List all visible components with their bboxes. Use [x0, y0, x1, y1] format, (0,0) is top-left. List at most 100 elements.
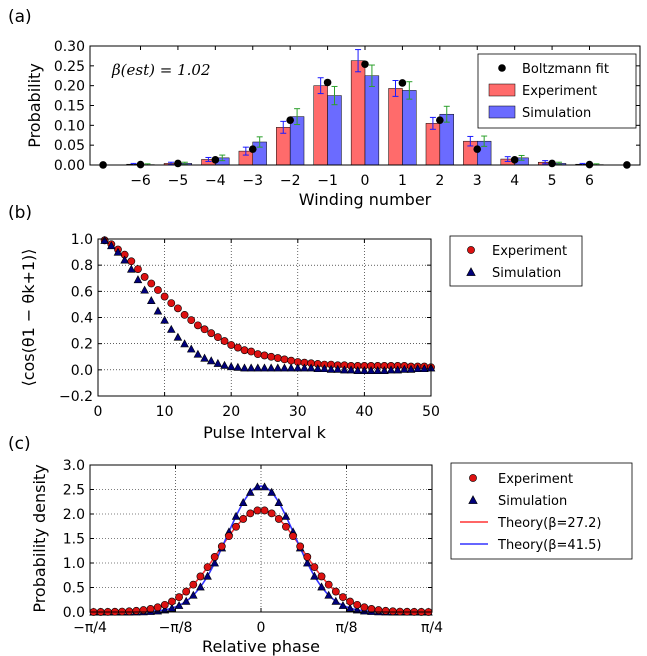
x-tick-label-a: 1 [398, 173, 407, 189]
simulation-point-c [338, 600, 348, 609]
simulation-point-c [303, 558, 312, 567]
experiment-point-c [274, 515, 283, 523]
x-tick-label-c: π/8 [335, 620, 357, 636]
legend-label-experiment-b: Experiment [492, 244, 567, 259]
simulation-point-b [306, 363, 316, 372]
simulation-point-b [340, 365, 349, 374]
x-tick-label-a: −2 [280, 173, 301, 189]
boltzmann-fit-point [286, 116, 294, 124]
experiment-point-c [339, 593, 347, 602]
legend-label-experiment-c: Experiment [498, 472, 573, 487]
experiment-point-c [267, 509, 276, 518]
legend-a: Boltzmann fit Experiment Simulation [477, 53, 637, 129]
simulation-point-c [167, 603, 177, 612]
experiment-point-c [225, 532, 233, 541]
legend-label-simulation-b: Simulation [492, 266, 561, 281]
boltzmann-fit-point [548, 159, 556, 168]
experiment-point-b [127, 257, 136, 266]
experiment-point-c [160, 600, 169, 609]
x-tick-label-b: 20 [222, 404, 240, 420]
simulation-point-b [233, 362, 243, 371]
experiment-point-b [160, 292, 169, 301]
experiment-point-c [239, 515, 248, 523]
x-tick-label-c: 0 [257, 620, 266, 636]
simulation-point-c [331, 596, 341, 605]
legend-swatch-boltzmann [498, 64, 506, 72]
simulation-point-c [189, 590, 198, 599]
legend-label-theory-27: Theory(β=27.2) [497, 516, 601, 531]
simulation-point-b [140, 285, 149, 294]
y-tick-label-a: 0.10 [54, 118, 85, 134]
simulation-point-c [324, 590, 333, 599]
x-tick-label-a: −4 [205, 173, 226, 189]
x-tick-label-b: 40 [355, 404, 373, 420]
simulation-point-b [420, 364, 429, 373]
boltzmann-fit-point [211, 156, 220, 164]
boltzmann-fit-point [473, 145, 482, 153]
boltzmann-fit-point [248, 145, 257, 153]
y-tick-label-b: 0.6 [71, 284, 93, 300]
x-tick-label-b: 0 [94, 404, 103, 420]
simulation-bar [402, 90, 417, 166]
experiment-point-c [189, 580, 198, 589]
y-tick-label-a: 0.25 [54, 59, 85, 75]
boltzmann-fit-point [510, 156, 519, 164]
panel-c-label: (c) [8, 434, 31, 454]
simulation-point-b [373, 366, 383, 375]
simulation-point-c [274, 498, 284, 506]
experiment-point-b [167, 299, 176, 308]
legend-box-c [450, 462, 633, 560]
experiment-point-c [346, 597, 354, 606]
experiment-point-c [196, 572, 205, 581]
simulation-bar [364, 75, 380, 166]
experiment-bar [388, 88, 403, 166]
x-tick-label-a: −1 [317, 173, 338, 189]
experiment-bar [350, 60, 366, 166]
simulation-point-b [240, 363, 249, 372]
experiment-point-c [182, 587, 191, 596]
experiment-bar [313, 85, 328, 166]
simulation-point-b [186, 344, 196, 353]
plot-frame-b [97, 238, 432, 397]
simulation-point-b [146, 296, 156, 305]
x-axis-label-a: Winding number [299, 190, 432, 209]
simulation-point-b [246, 363, 256, 372]
simulation-point-b [333, 364, 343, 373]
y-tick-label-c: 1.5 [63, 532, 85, 548]
x-axis-label-c: Relative phase [202, 637, 320, 656]
simulation-point-b [107, 241, 116, 250]
plot-frame-a [89, 45, 641, 166]
simulation-point-c [203, 571, 212, 580]
legend-swatch-experiment-b [467, 246, 475, 254]
simulation-point-c [352, 605, 362, 614]
simulation-point-c [196, 582, 205, 591]
experiment-point-b [193, 321, 202, 330]
legend-swatch-experiment-c [469, 474, 477, 482]
experiment-point-c [253, 506, 262, 515]
y-axis-label-b: ⟨cos(θ1 − θk+1)⟩ [19, 248, 38, 386]
x-tick-label-b: 30 [289, 404, 307, 420]
x-tick-label-b: 50 [422, 404, 440, 420]
legend-label-theory-41: Theory(β=41.5) [497, 538, 601, 553]
simulation-point-b [286, 363, 296, 372]
experiment-point-c [388, 607, 397, 616]
simulation-point-b [300, 363, 309, 372]
x-tick-label-a: 4 [510, 173, 519, 189]
x-tick-label-c: π/4 [421, 620, 443, 636]
legend-label-experiment: Experiment [522, 84, 597, 99]
experiment-point-c [246, 509, 255, 518]
experiment-point-c [353, 600, 362, 609]
y-tick-label-b: 0.4 [71, 311, 93, 327]
simulation-bar [327, 95, 342, 166]
plot-frame-c [89, 464, 433, 613]
simulation-point-b [266, 363, 276, 372]
boltzmann-fit-point [323, 78, 332, 87]
simulation-point-b [353, 366, 363, 375]
legend-swatch-simulation [488, 105, 516, 119]
legend-label-simulation-c: Simulation [498, 494, 567, 509]
simulation-point-c [238, 498, 248, 506]
experiment-point-b [140, 273, 149, 281]
x-tick-label-b: 10 [156, 404, 174, 420]
simulation-point-b [406, 364, 416, 373]
